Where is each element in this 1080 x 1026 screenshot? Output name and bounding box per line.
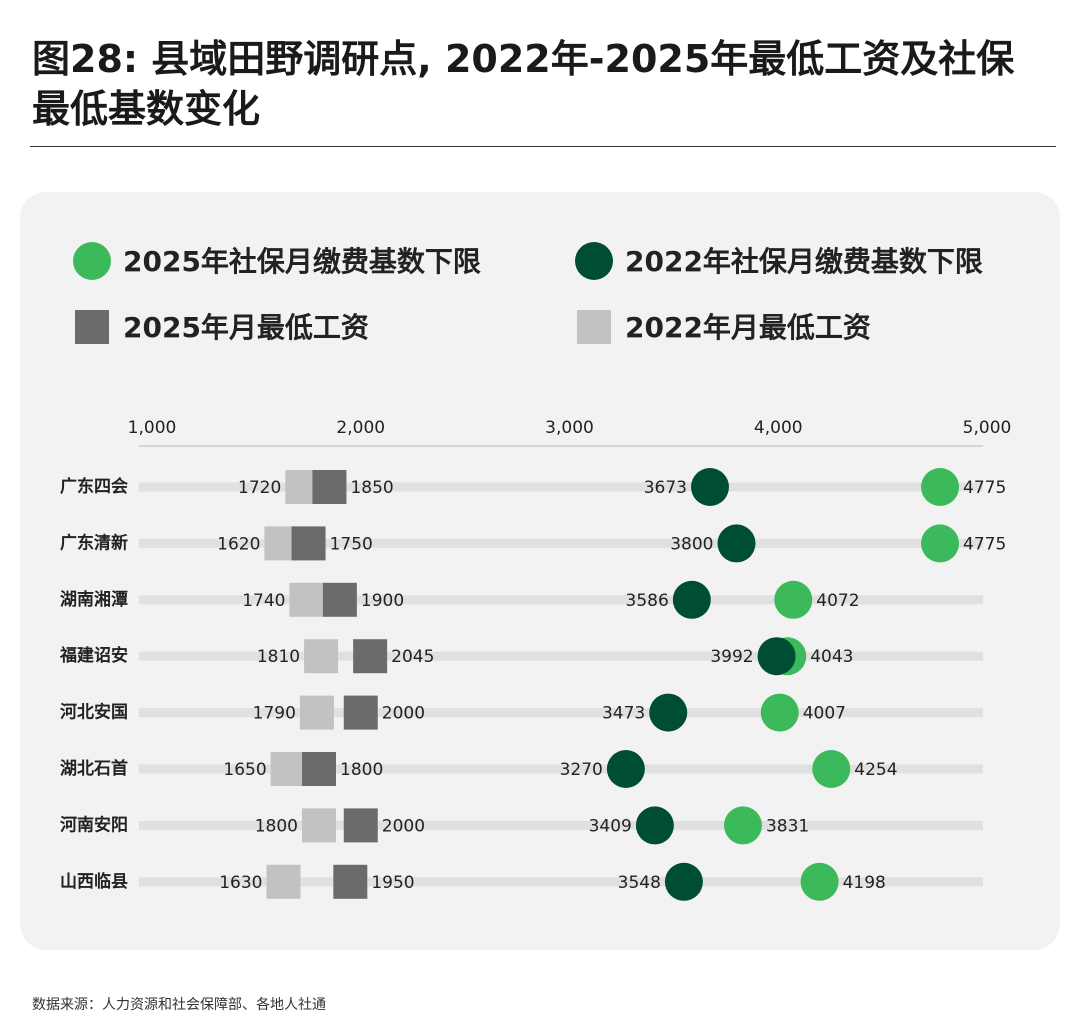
value-label: 3586 <box>626 591 669 611</box>
value-label: 1750 <box>330 534 373 554</box>
value-label: 3800 <box>670 534 713 554</box>
row-track <box>139 764 983 774</box>
row-track <box>139 820 983 830</box>
row-track <box>139 538 983 548</box>
value-label: 2000 <box>382 816 425 836</box>
square-mark <box>304 639 339 674</box>
category-label: 湖南湘潭 <box>60 589 128 610</box>
value-label: 4072 <box>816 591 859 611</box>
legend-swatch <box>75 310 109 344</box>
dot <box>672 580 711 619</box>
x-tick-label: 1,000 <box>128 418 177 438</box>
x-tick-label: 5,000 <box>963 418 1012 438</box>
value-label: 2000 <box>382 704 425 724</box>
square-mark <box>299 695 334 730</box>
square-mark <box>322 582 357 617</box>
dot <box>723 806 762 845</box>
legend-swatch <box>577 310 611 344</box>
category-label: 广东四会 <box>60 476 128 497</box>
value-label: 1800 <box>340 760 383 780</box>
value-label: 4254 <box>854 760 897 780</box>
square-mark <box>343 695 378 730</box>
chart: 2025年社保月缴费基数下限 2022年社保月缴费基数下限 2025年月最低工资 20… <box>20 192 1060 950</box>
value-label: 3548 <box>618 873 661 893</box>
x-tick-label: 4,000 <box>754 418 803 438</box>
value-label: 1810 <box>257 647 300 667</box>
row-track <box>139 651 983 661</box>
dot <box>921 524 960 563</box>
row-track <box>139 708 983 718</box>
value-label: 1630 <box>219 873 262 893</box>
square-mark <box>302 752 336 786</box>
value-label: 3992 <box>710 647 753 667</box>
title-rule <box>30 146 1056 147</box>
category-label: 河北安国 <box>60 702 128 723</box>
chart-card <box>20 192 1060 950</box>
source-note: 数据来源：人力资源和社会保障部、各地人社通 <box>32 997 326 1013</box>
value-label: 1950 <box>371 873 414 893</box>
value-label: 1850 <box>350 478 393 498</box>
square-mark <box>289 582 324 617</box>
category-label: 山西临县 <box>60 871 128 892</box>
legend-swatch <box>575 242 613 280</box>
dot <box>664 862 703 901</box>
dot <box>774 580 813 619</box>
x-tick-label: 3,000 <box>545 418 594 438</box>
value-label: 2045 <box>391 647 434 667</box>
dot <box>635 806 674 845</box>
square-mark <box>270 752 305 786</box>
value-label: 1800 <box>255 816 298 836</box>
value-label: 3831 <box>766 816 809 836</box>
square-mark <box>343 808 378 843</box>
legend-label: 2022年社保月缴费基数下限 <box>625 245 983 278</box>
value-label: 1720 <box>238 478 281 498</box>
square-mark <box>353 639 388 674</box>
legend-label: 2025年月最低工资 <box>123 311 369 344</box>
chart-title: 图28: 县域田野调研点, 2022年-2025年最低工资及社保最低基数变化 <box>32 37 1015 131</box>
square-mark <box>266 864 301 899</box>
dot <box>717 524 756 563</box>
row-track <box>139 482 983 492</box>
row-track <box>139 877 983 887</box>
dot <box>606 750 645 788</box>
value-label: 4043 <box>810 647 853 667</box>
legend-label: 2025年社保月缴费基数下限 <box>123 245 481 278</box>
legend-swatch <box>73 242 111 280</box>
value-label: 3673 <box>644 478 687 498</box>
value-label: 4775 <box>963 534 1006 554</box>
dot <box>649 693 688 732</box>
value-label: 4775 <box>963 478 1006 498</box>
value-label: 4198 <box>843 873 886 893</box>
dot <box>812 750 851 788</box>
category-label: 湖北石首 <box>60 758 128 779</box>
dot <box>757 637 796 676</box>
row-track <box>139 595 983 605</box>
value-label: 3409 <box>589 816 632 836</box>
category-label: 福建诏安 <box>59 645 128 666</box>
category-label: 广东清新 <box>60 532 128 553</box>
value-label: 1740 <box>242 591 285 611</box>
dot <box>760 693 799 732</box>
value-label: 1790 <box>253 704 296 724</box>
dot <box>921 468 960 506</box>
value-label: 4007 <box>803 704 846 724</box>
square-mark <box>291 526 326 561</box>
value-label: 1900 <box>361 591 404 611</box>
value-label: 3473 <box>602 704 645 724</box>
legend-label: 2022年月最低工资 <box>625 311 871 344</box>
dot <box>690 468 729 506</box>
value-label: 1620 <box>217 534 260 554</box>
square-mark <box>333 864 368 899</box>
category-label: 河南安阳 <box>60 814 128 835</box>
value-label: 1650 <box>223 760 266 780</box>
square-mark <box>312 470 347 504</box>
value-label: 3270 <box>560 760 603 780</box>
dot <box>800 862 839 901</box>
x-tick-label: 2,000 <box>336 418 385 438</box>
square-mark <box>302 808 336 843</box>
